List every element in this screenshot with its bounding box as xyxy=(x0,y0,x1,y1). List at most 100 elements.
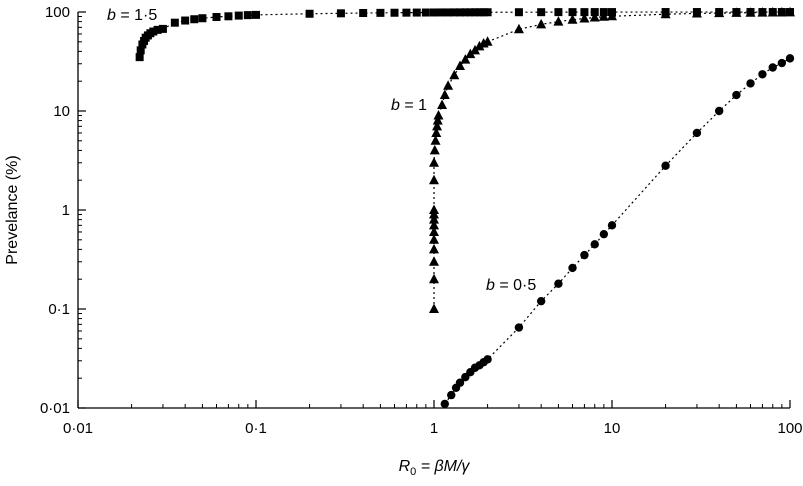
triangle-point xyxy=(607,10,617,21)
circle-point xyxy=(447,390,456,400)
triangle-point xyxy=(429,273,439,284)
triangle-point xyxy=(429,174,439,185)
triangle-point xyxy=(691,7,702,18)
circle-point xyxy=(692,128,702,138)
circle-point xyxy=(785,54,795,63)
x-tick-label: 100 xyxy=(777,420,802,437)
series-label-b-1-5: b = 1·5 xyxy=(107,7,157,24)
square-point xyxy=(568,8,577,17)
triangle-point xyxy=(429,144,440,155)
square-point xyxy=(224,12,233,21)
y-tick-label: 10 xyxy=(53,103,70,120)
triangle-point xyxy=(731,7,742,17)
triangle-point xyxy=(429,234,439,244)
triangle-point xyxy=(429,226,439,236)
series-triangle xyxy=(429,6,795,313)
x-ticks: 0·01 0·1 1 10 100 xyxy=(63,400,803,437)
circle-point xyxy=(483,355,492,364)
square-point xyxy=(456,8,465,17)
triangle-point xyxy=(482,36,493,46)
triangle-point xyxy=(513,23,524,34)
triangle-point xyxy=(776,6,787,17)
square-point xyxy=(190,15,199,24)
square-point xyxy=(402,8,411,17)
triangle-point xyxy=(439,89,450,100)
series-line xyxy=(444,57,791,405)
square-point xyxy=(466,8,475,17)
square-point xyxy=(437,8,446,17)
triangle-point xyxy=(429,219,439,230)
square-point xyxy=(376,8,385,17)
triangle-point xyxy=(567,14,578,24)
circle-point xyxy=(777,58,787,68)
triangle-point xyxy=(660,8,671,19)
triangle-point xyxy=(443,80,454,90)
square-point xyxy=(554,8,563,17)
series-labels: b = 1·5 b = 1 b = 0·5 xyxy=(107,7,536,294)
x-axis-title: R0 = βM/γ xyxy=(399,458,471,478)
triangle-point xyxy=(432,115,443,125)
square-point xyxy=(514,8,523,17)
triangle-point xyxy=(460,54,471,64)
circle-point xyxy=(714,106,724,116)
triangle-point xyxy=(431,127,442,137)
square-point xyxy=(461,8,470,17)
triangle-point xyxy=(745,7,756,17)
triangle-point xyxy=(714,7,725,18)
triangle-point xyxy=(430,135,441,145)
circle-point xyxy=(568,263,577,273)
square-point xyxy=(135,53,144,62)
y-tick-label: 0·1 xyxy=(48,301,70,318)
circle-point xyxy=(746,79,755,88)
square-point xyxy=(153,25,162,34)
square-point xyxy=(390,8,399,17)
square-point xyxy=(234,11,243,20)
circle-point xyxy=(455,378,465,387)
triangle-point xyxy=(433,110,444,120)
y-tick-label: 1 xyxy=(62,202,70,219)
triangle-point xyxy=(757,7,768,17)
triangle-point xyxy=(474,40,485,51)
triangle-point xyxy=(429,243,439,254)
square-point xyxy=(243,11,252,20)
y-axis-title: Prevelance (%) xyxy=(4,155,21,264)
x-tick-label: 0·01 xyxy=(63,420,93,437)
triangle-point xyxy=(536,18,547,29)
y-ticks: 0·01 0·1 1 10 100 xyxy=(40,4,86,417)
square-point xyxy=(475,8,484,17)
triangle-point xyxy=(579,12,590,23)
triangle-point xyxy=(429,157,439,167)
y-tick-label: 0·01 xyxy=(40,400,70,417)
square-point xyxy=(212,13,221,22)
series-layer xyxy=(135,6,795,409)
triangle-point xyxy=(429,204,439,214)
circle-point xyxy=(758,70,767,79)
square-point xyxy=(580,8,589,17)
triangle-point xyxy=(785,6,795,17)
triangle-point xyxy=(449,69,460,80)
triangle-point xyxy=(429,256,439,266)
x-tick-label: 0·1 xyxy=(245,420,267,437)
circle-point xyxy=(732,90,741,100)
triangle-point xyxy=(553,16,564,26)
square-point xyxy=(336,9,345,18)
y-tick-label: 100 xyxy=(45,4,70,21)
circle-point xyxy=(580,250,589,260)
axes: 0·01 0·1 1 10 100 0·01 0·1 1 10 100 xyxy=(40,4,803,437)
square-point xyxy=(450,8,459,17)
triangle-point xyxy=(589,11,600,22)
square-point xyxy=(198,14,207,23)
square-point xyxy=(471,8,480,17)
triangle-point xyxy=(437,99,448,109)
triangle-point xyxy=(598,11,609,21)
circle-point xyxy=(514,323,524,332)
square-point xyxy=(158,24,167,33)
square-point xyxy=(483,8,492,17)
triangle-point xyxy=(429,303,439,313)
square-point xyxy=(412,8,421,17)
series-label-b-1: b = 1 xyxy=(391,97,427,114)
circle-point xyxy=(599,229,609,239)
circle-point xyxy=(661,161,670,170)
square-point xyxy=(444,8,453,17)
